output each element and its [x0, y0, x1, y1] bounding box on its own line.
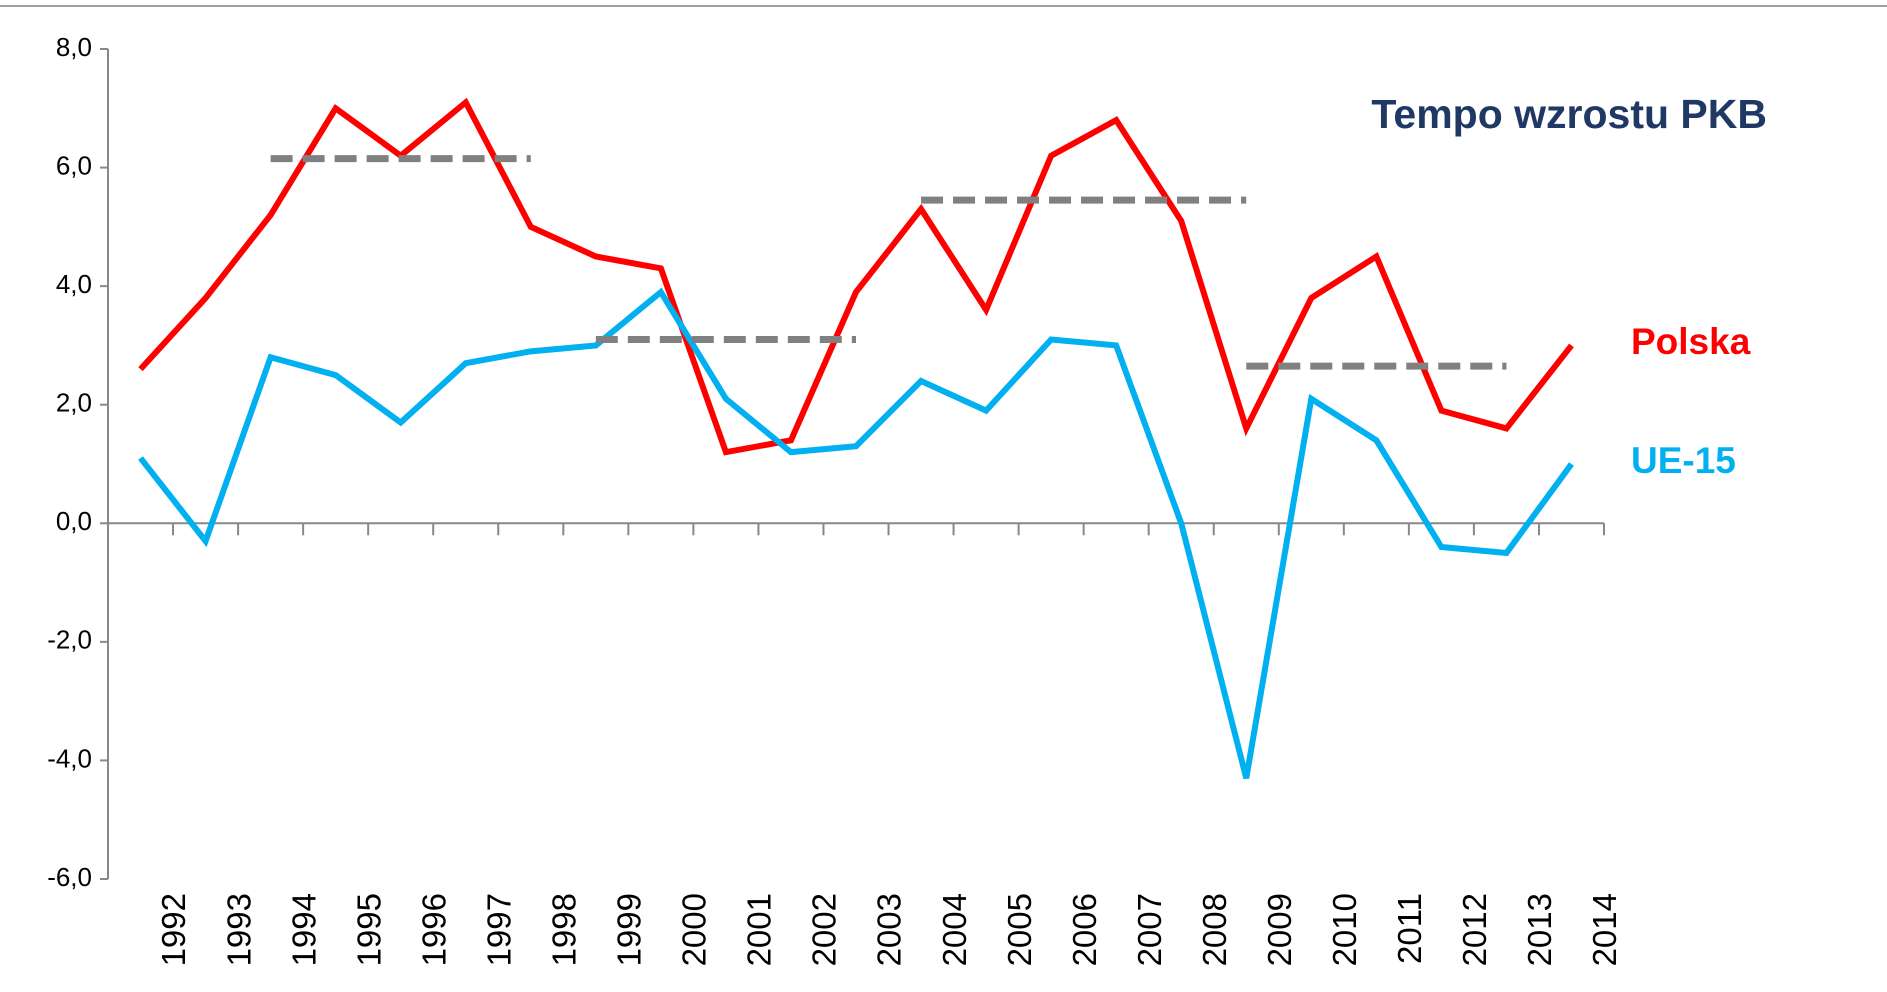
y-tick-label: -2,0 [47, 625, 92, 655]
x-tick-label: 2008 [1196, 893, 1233, 966]
y-tick-label: 6,0 [56, 150, 92, 180]
x-tick-label: 1993 [220, 893, 257, 966]
x-tick-label: 2014 [1586, 893, 1623, 966]
legend-label: Polska [1631, 321, 1751, 362]
x-tick-label: 2003 [871, 893, 908, 966]
x-tick-label: 1996 [415, 893, 452, 966]
y-tick-label: 4,0 [56, 269, 92, 299]
x-tick-label: 1998 [546, 893, 583, 966]
x-tick-label: 2007 [1131, 893, 1168, 966]
x-tick-label: 2012 [1456, 893, 1493, 966]
x-tick-label: 2010 [1326, 893, 1363, 966]
x-tick-label: 1997 [480, 893, 517, 966]
y-tick-label: -6,0 [47, 862, 92, 892]
x-tick-label: 2013 [1521, 893, 1558, 966]
chart-title: Tempo wzrostu PKB [1371, 91, 1767, 137]
average-line [270, 155, 1247, 204]
x-tick-label: 2011 [1391, 893, 1428, 964]
x-tick-label: 1999 [611, 893, 648, 966]
x-tick-label: 2004 [936, 893, 973, 966]
y-tick-label: 8,0 [56, 32, 92, 62]
x-tick-label: 2009 [1261, 893, 1298, 966]
series-line [138, 287, 1574, 779]
y-tick-label: 0,0 [56, 506, 92, 536]
x-tick-label: 1995 [350, 893, 387, 966]
average-line [595, 336, 1507, 370]
x-tick-label: 2002 [806, 893, 843, 966]
y-tick-label: 2,0 [56, 388, 92, 418]
x-tick-label: 2001 [741, 893, 778, 966]
series-line [138, 97, 1574, 456]
legend-label: UE-15 [1631, 440, 1736, 481]
y-tick-label: -4,0 [47, 743, 92, 773]
x-tick-label: 1994 [285, 893, 322, 966]
x-tick-label: 2000 [676, 893, 713, 966]
x-tick-label: 2006 [1066, 893, 1103, 966]
x-tick-label: 1992 [155, 893, 192, 966]
x-tick-label: 2005 [1001, 893, 1038, 966]
